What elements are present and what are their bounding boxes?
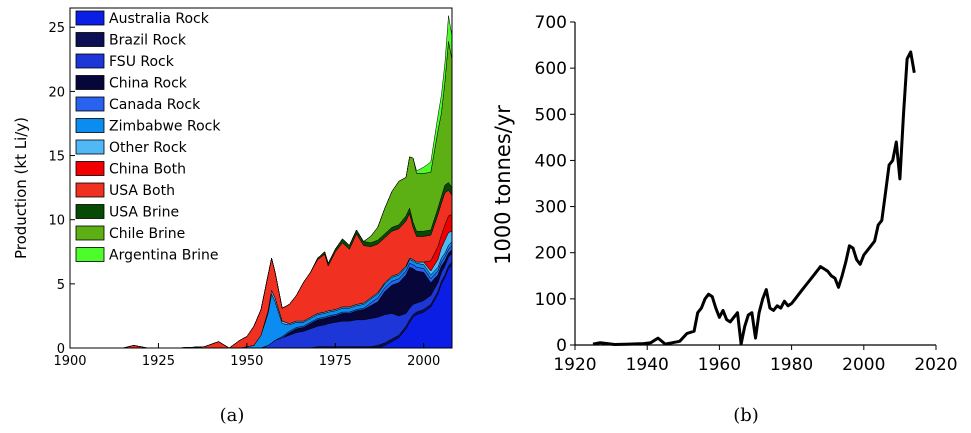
- y-tick-label: 400: [535, 151, 567, 171]
- legend-label: USA Both: [109, 183, 175, 199]
- chart-b: 1920 1940 1960 1980 2000 2020 0 100 200 300 400 500…: [491, 13, 958, 426]
- legend-label: Brazil Rock: [109, 33, 187, 49]
- legend-swatch: [75, 10, 105, 26]
- y-tick-label: 500: [535, 105, 567, 125]
- x-tick-label: 2000: [407, 354, 440, 369]
- legend-label: Australia Rock: [109, 11, 210, 27]
- y-tick-label: 200: [535, 244, 567, 264]
- legend-label: China Both: [109, 162, 186, 178]
- y-tick-label: 10: [48, 214, 65, 229]
- plot-border-a: [69, 7, 453, 349]
- plot-frame-b: [574, 22, 936, 346]
- legend-swatch: [75, 118, 105, 133]
- legend-swatch: [75, 247, 105, 262]
- caption-b: (b): [733, 405, 759, 426]
- x-tick-label: 2020: [914, 355, 957, 375]
- legend-label: China Rock: [109, 76, 188, 92]
- legend-label: Zimbabwe Rock: [109, 119, 221, 135]
- legend-label: Chile Brine: [109, 226, 185, 242]
- x-tick-label: 1975: [319, 354, 352, 369]
- y-tick-label: 0: [57, 342, 65, 357]
- legend-swatch: [75, 139, 105, 155]
- legend-label: USA Brine: [109, 205, 179, 221]
- y-tick-label: 25: [48, 21, 65, 36]
- axis-ticks-b: 1920 1940 1960 1980 2000 2020 0 100 200 300 400 500…: [535, 13, 958, 375]
- y-tick-label: 15: [48, 150, 65, 165]
- y-tick-label: 5: [57, 278, 65, 293]
- legend-swatch: [75, 32, 105, 47]
- legend-swatch: [75, 225, 105, 241]
- x-tick-label: 1920: [553, 355, 596, 375]
- legend-label: Canada Rock: [109, 97, 201, 113]
- y-axis-label-b: 1000 tonnes/yr: [491, 105, 515, 265]
- x-tick-label: 2000: [842, 355, 885, 375]
- caption-a: (a): [220, 405, 245, 426]
- legend-label: Argentina Brine: [109, 248, 218, 264]
- y-tick-label: 600: [535, 59, 567, 79]
- x-tick-label: 1950: [230, 354, 263, 369]
- line-series-b: [592, 50, 916, 346]
- y-tick-label: 0: [556, 336, 567, 356]
- axis-ticks-a: 1900 1925 1950 1975 2000 0 5 10 15 20 25: [48, 21, 440, 369]
- plot-frame-a: [69, 7, 453, 349]
- legend-swatch: [75, 204, 105, 219]
- x-tick-label: 1940: [626, 355, 669, 375]
- x-tick-label: 1900: [53, 354, 86, 369]
- legend-swatch: [75, 182, 105, 198]
- y-tick-label: 100: [535, 290, 567, 310]
- legend-swatch: [75, 96, 105, 112]
- legend-swatch: [75, 53, 105, 69]
- x-tick-label: 1980: [770, 355, 813, 375]
- x-tick-label: 1960: [698, 355, 741, 375]
- legend-label: Other Rock: [109, 140, 188, 156]
- legend-a: Australia Rock Brazil Rock FSU Rock China R…: [75, 10, 221, 264]
- y-tick-label: 300: [535, 198, 567, 218]
- chart-a: 1900 1925 1950 1975 2000 0 5 10 15 20 25 Australia…: [12, 7, 453, 426]
- legend-swatch: [75, 75, 105, 90]
- y-tick-label: 20: [48, 85, 65, 100]
- x-tick-label: 1925: [142, 354, 175, 369]
- y-tick-label: 700: [535, 13, 567, 33]
- y-axis-label-a: Production (kt Li/y): [12, 117, 30, 259]
- legend-swatch: [75, 161, 105, 176]
- legend-label: FSU Rock: [109, 54, 175, 70]
